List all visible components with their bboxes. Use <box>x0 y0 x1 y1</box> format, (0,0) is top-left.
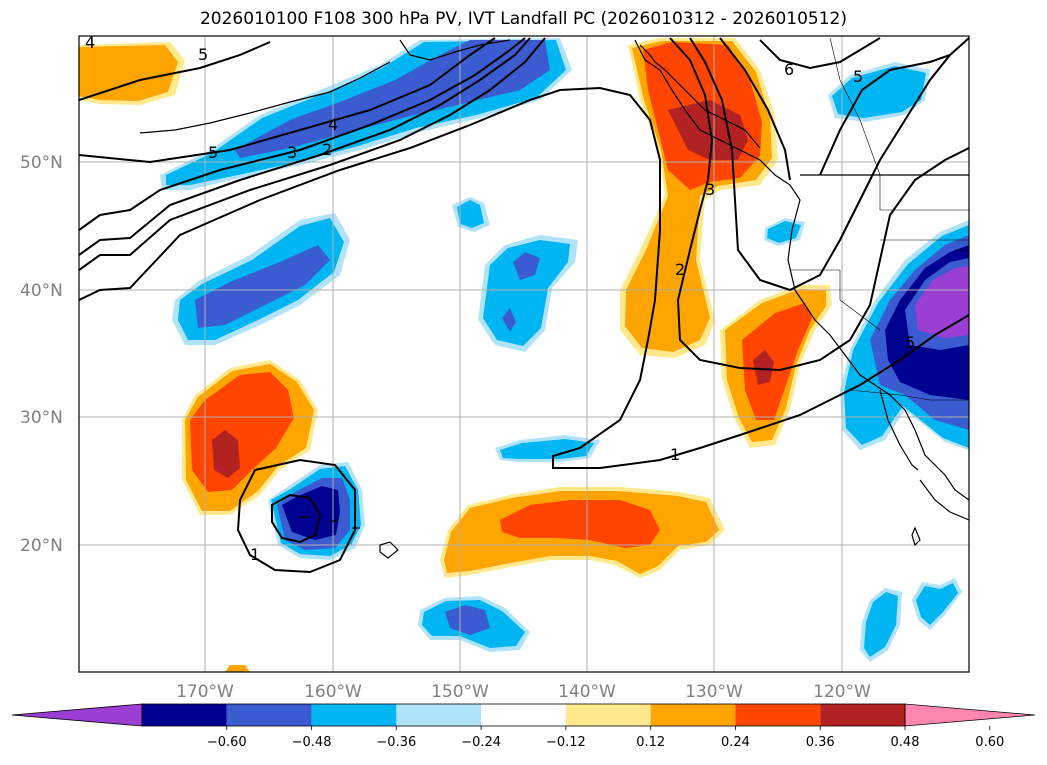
longitude-labels: 170°W 160°W 150°W 140°W 130°W 120°W <box>176 682 871 702</box>
contour-line <box>79 41 271 101</box>
north-america-coast <box>634 39 969 501</box>
colorbar-tick-label: −0.60 <box>207 735 247 750</box>
colorbar-tick-label: −0.12 <box>546 735 586 750</box>
map-title: 2026010100 F108 300 hPa PV, IVT Landfall… <box>199 9 847 29</box>
anomaly-region <box>282 486 340 540</box>
anomaly-region <box>225 665 250 672</box>
contour-label: 4 <box>85 33 95 52</box>
colorbar-tick-label: −0.24 <box>461 735 501 750</box>
colorbar-segment <box>735 704 821 726</box>
contour-label: 3 <box>705 180 715 199</box>
contour-line <box>271 493 322 544</box>
lon-label-160w: 160°W <box>304 682 362 702</box>
contour-line <box>79 37 526 231</box>
colorbar-segment <box>650 704 736 726</box>
contour-label: 1 <box>670 445 680 464</box>
colorbar-segment <box>396 704 482 726</box>
colorbar-tick-label: −0.36 <box>376 735 416 750</box>
anomaly-region <box>916 583 958 625</box>
colorbar-frame <box>141 703 906 727</box>
latitude-labels: 50°N 40°N 30°N 20°N <box>20 153 63 556</box>
colorbar-segment <box>481 704 566 726</box>
contour-label: 5 <box>853 67 863 86</box>
contour-label: 4 <box>328 115 338 134</box>
socorro <box>911 526 921 547</box>
state-lines <box>790 175 969 331</box>
lat-label-40n: 40°N <box>20 281 63 301</box>
contour-line <box>759 37 881 70</box>
colorbar-tick-label: −0.48 <box>292 735 332 750</box>
colorbar-tick-label: 0.60 <box>975 735 1004 750</box>
map-frame <box>78 35 970 673</box>
colorbar-segment <box>311 704 397 726</box>
anomaly-region <box>864 592 898 657</box>
coastlines <box>139 37 969 559</box>
anomaly-region <box>502 308 516 332</box>
contour-line <box>819 54 951 176</box>
lon-label-120w: 120°W <box>813 682 871 702</box>
anomaly-region <box>742 303 812 420</box>
baja-california <box>879 389 919 471</box>
lon-label-170w: 170°W <box>176 682 234 702</box>
pv-contours <box>79 37 969 574</box>
contour-label: 1 <box>250 545 260 564</box>
anomaly-region <box>235 40 550 158</box>
map-panel: 5 4 3 2 5 6 5 3 2 1 1 4 5 <box>79 33 969 672</box>
alaska-islands <box>139 61 391 134</box>
anomaly-region <box>753 350 774 385</box>
contour-line <box>669 37 969 372</box>
contour-labels: 5 4 3 2 5 6 5 3 2 1 1 4 5 <box>85 33 915 564</box>
colorbar-segment <box>820 704 905 726</box>
border-us-mexico <box>849 389 969 401</box>
contour-label: 5 <box>208 143 218 162</box>
anomaly-region <box>513 252 540 280</box>
contour-line <box>79 37 546 271</box>
colorbar-extend-low <box>11 703 143 727</box>
anomaly-region <box>832 66 926 118</box>
lat-label-30n: 30°N <box>20 408 63 428</box>
gridlines <box>79 36 969 672</box>
contour-label: 5 <box>905 333 915 352</box>
canada-internal <box>829 37 881 176</box>
anomaly-region <box>79 45 178 101</box>
colorbar-tick-label: 0.24 <box>721 735 750 750</box>
contour-label: 5 <box>198 45 208 64</box>
contour-line <box>79 86 969 469</box>
contour-label: 3 <box>287 143 297 162</box>
anomaly-region <box>195 245 330 328</box>
contour-line <box>79 37 496 164</box>
lat-label-20n: 20°N <box>20 536 63 556</box>
lon-label-130w: 130°W <box>685 682 743 702</box>
hawaii-islands <box>297 515 399 559</box>
anomaly-region <box>457 200 484 228</box>
lon-label-150w: 150°W <box>431 682 489 702</box>
colorbar-segment <box>226 704 312 726</box>
mexico-coast <box>919 479 969 521</box>
colorbar: −0.60 −0.48 −0.36 −0.24 −0.12 0.12 0.24 0.36 0.4… <box>11 703 1036 750</box>
anomaly-region <box>915 266 969 338</box>
anomaly-region <box>500 439 594 459</box>
colorbar-segment <box>142 704 227 726</box>
anomaly-region <box>668 100 748 160</box>
bc-coast-detail <box>639 44 761 149</box>
contour-label: 2 <box>322 140 332 159</box>
colorbar-segment <box>565 704 651 726</box>
lat-label-50n: 50°N <box>20 153 63 173</box>
contour-label: 6 <box>784 60 794 79</box>
contour-label: 2 <box>675 260 685 279</box>
lon-label-140w: 140°W <box>558 682 616 702</box>
anomaly-region <box>500 500 660 548</box>
colorbar-tick-label: 0.12 <box>636 735 665 750</box>
anomaly-shading <box>79 38 969 672</box>
colorbar-extend-high <box>904 703 1036 727</box>
contour-line <box>236 458 356 574</box>
colorbar-tick-label: 0.36 <box>806 735 835 750</box>
anomaly-region <box>212 430 240 478</box>
colorbar-tick-label: 0.48 <box>891 735 920 750</box>
contour-line <box>689 37 969 292</box>
anomaly-region <box>445 605 490 635</box>
contour-line <box>79 37 531 256</box>
contour-line <box>719 37 791 181</box>
